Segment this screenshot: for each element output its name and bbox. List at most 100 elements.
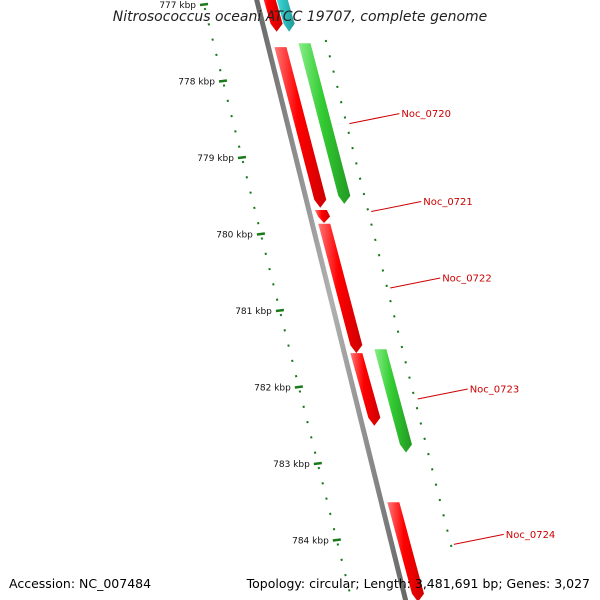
gene-Noc_0723 xyxy=(374,349,412,453)
minor-tick xyxy=(245,176,249,179)
outer-tick xyxy=(366,208,369,211)
gene-label-leader xyxy=(390,277,441,289)
gene-Noc_0720 xyxy=(298,43,351,204)
minor-tick xyxy=(237,145,241,148)
minor-tick xyxy=(298,390,302,393)
tick-label: 779 kbp xyxy=(197,154,234,164)
outer-tick xyxy=(430,468,434,471)
scale-ticks: 777 kbp 778 kbp 779 kbp 780 kbp 781 kbp 782 k… xyxy=(159,1,341,547)
gene-label: Noc_0724 xyxy=(506,530,556,541)
minor-tick xyxy=(260,237,264,240)
tick-label: 781 kbp xyxy=(235,307,272,317)
minor-tick xyxy=(226,99,230,103)
gene-label-leader xyxy=(349,113,400,125)
outer-tick xyxy=(415,406,419,410)
minor-tick xyxy=(317,466,321,470)
outer-tick xyxy=(374,238,377,242)
minor-tick xyxy=(321,482,324,485)
major-tick xyxy=(218,79,228,83)
gene-label: Noc_0720 xyxy=(401,109,451,120)
outer-tick xyxy=(449,544,453,548)
major-tick xyxy=(275,308,285,313)
minor-tick xyxy=(313,451,317,454)
tick-label: 778 kbp xyxy=(178,78,215,88)
outer-tick xyxy=(362,192,366,196)
gene-label-leader xyxy=(453,533,504,545)
major-tick xyxy=(237,155,247,160)
gene-feature xyxy=(274,47,327,208)
gene-feature xyxy=(276,0,295,32)
major-tick xyxy=(332,538,341,542)
minor-tick xyxy=(340,558,343,562)
outer-tick xyxy=(339,100,343,104)
genome-summary: Topology: circular; Length: 3,481,691 bp… xyxy=(246,576,590,591)
minor-tick xyxy=(203,7,207,11)
outer-tick xyxy=(427,452,430,456)
minor-tick xyxy=(344,573,347,577)
outer-tick xyxy=(408,376,411,379)
outer-tick xyxy=(411,391,415,395)
gene-label: Noc_0721 xyxy=(423,197,473,208)
gene-labels: Noc_0720 Noc_0721 Noc_0722 Noc_0723 Noc_0724 xyxy=(349,109,556,545)
major-tick xyxy=(294,385,304,389)
minor-tick xyxy=(268,267,271,271)
minor-tick xyxy=(230,114,233,118)
minor-tick xyxy=(275,298,279,301)
outer-tick xyxy=(381,269,385,272)
tick-label: 777 kbp xyxy=(159,1,196,11)
outer-tick xyxy=(434,483,438,486)
accession-text: Accession: NC_007484 xyxy=(9,576,152,591)
major-tick xyxy=(313,461,322,466)
major-tick xyxy=(199,2,209,7)
tick-label: 780 kbp xyxy=(216,231,253,241)
gene-track xyxy=(263,0,424,600)
gene-feature xyxy=(263,0,283,32)
major-tick xyxy=(256,232,266,236)
outer-tick xyxy=(328,55,332,58)
outer-tick xyxy=(358,177,362,180)
minor-tick xyxy=(294,374,298,378)
minor-tick xyxy=(332,527,336,531)
backbone-line xyxy=(254,0,409,600)
minor-tick xyxy=(310,436,313,439)
minor-tick xyxy=(325,497,328,500)
minor-tick xyxy=(207,23,211,26)
outer-tick xyxy=(355,162,358,165)
outer-tick xyxy=(419,422,423,425)
outer-tick xyxy=(370,223,373,226)
outer-tick xyxy=(442,514,445,517)
outer-tick xyxy=(393,315,396,318)
genome-title: Nitrosococcus oceani ATCC 19707, complet… xyxy=(112,9,488,25)
outer-tick xyxy=(336,85,339,89)
minor-tick xyxy=(291,359,294,363)
gene-feature xyxy=(350,353,381,426)
gene-Noc_0724 xyxy=(387,502,424,600)
outer-tick xyxy=(404,361,407,364)
outer-tick xyxy=(396,330,400,333)
minor-tick xyxy=(222,84,226,87)
minor-tick xyxy=(249,191,252,194)
outer-tick xyxy=(347,131,351,135)
gene-label: Noc_0722 xyxy=(442,274,492,285)
genome-backbone xyxy=(254,0,409,600)
tick-label: 784 kbp xyxy=(292,537,329,547)
tick-label: 783 kbp xyxy=(273,460,310,470)
gene-label: Noc_0723 xyxy=(470,384,520,395)
gene-label-leader xyxy=(371,201,422,213)
outer-tick xyxy=(377,253,381,257)
outer-tick xyxy=(385,284,388,288)
minor-tick xyxy=(211,38,214,41)
outer-tick xyxy=(423,437,426,441)
outer-tick xyxy=(400,345,404,349)
outer-tick xyxy=(438,498,442,502)
gene-Noc_0721 xyxy=(314,210,331,224)
outer-tick xyxy=(446,529,449,532)
minor-tick xyxy=(306,420,309,424)
minor-tick xyxy=(329,512,332,516)
outer-tick xyxy=(389,299,392,303)
gene-Noc_0722 xyxy=(318,223,363,354)
tick-label: 782 kbp xyxy=(254,384,291,394)
outer-tick xyxy=(343,116,347,119)
minor-tick xyxy=(234,130,237,133)
